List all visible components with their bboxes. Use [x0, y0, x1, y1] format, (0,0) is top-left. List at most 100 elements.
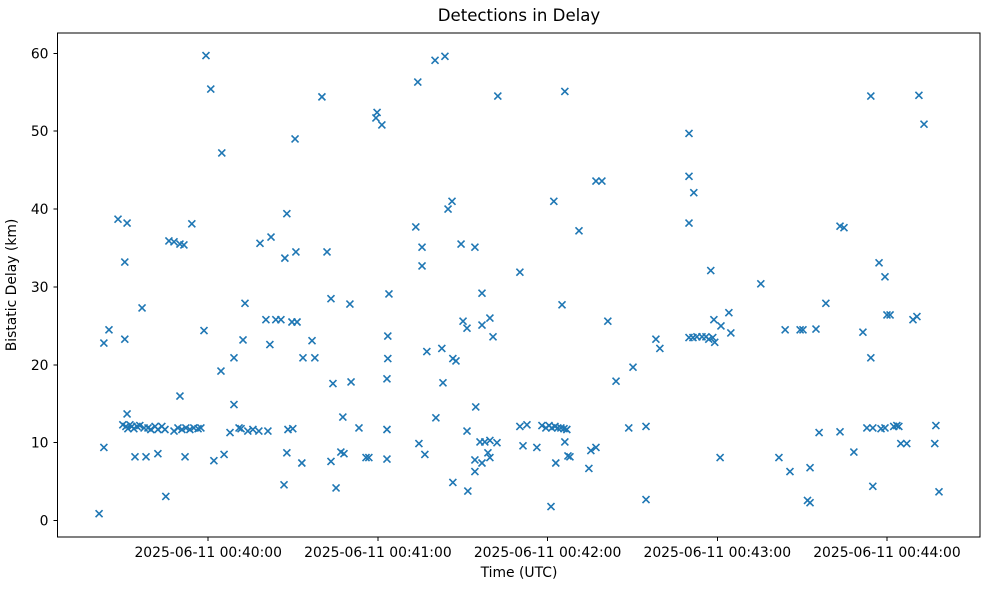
data-point: [377, 120, 386, 129]
x-axis-ticks: 2025-06-11 00:40:00 2025-06-11 00:41:00 20…: [134, 537, 961, 561]
data-point: [565, 452, 575, 461]
data-point: [532, 443, 541, 452]
data-point: [238, 335, 248, 344]
data-point: [451, 356, 461, 366]
data-point: [471, 402, 480, 411]
data-point: [322, 247, 332, 256]
data-point: [485, 436, 494, 445]
data-point: [726, 328, 735, 337]
data-point: [417, 261, 427, 270]
data-point: [326, 457, 336, 466]
data-point: [179, 240, 188, 249]
data-point: [217, 148, 226, 158]
data-point: [153, 449, 162, 458]
data-point: [914, 91, 923, 100]
data-point: [716, 453, 725, 462]
data-point: [912, 312, 922, 321]
data-point: [716, 321, 726, 330]
data-point: [371, 113, 381, 122]
data-point: [684, 219, 694, 228]
data-point: [515, 268, 524, 277]
data-point: [493, 92, 502, 101]
data-point: [882, 310, 892, 320]
data-point: [641, 422, 651, 431]
data-point: [104, 325, 114, 334]
data-point: [611, 377, 621, 386]
data-point: [338, 412, 347, 422]
data-point: [346, 377, 356, 387]
y-axis-label: Bistatic Delay (km): [4, 219, 20, 352]
data-point: [492, 438, 502, 447]
data-point: [206, 85, 215, 94]
data-point: [220, 450, 229, 459]
data-point: [724, 308, 733, 317]
data-point: [551, 458, 560, 468]
data-point: [456, 240, 466, 249]
data-point: [553, 423, 562, 433]
data-point: [290, 134, 300, 144]
y-tick-label: 50: [31, 124, 49, 140]
data-point: [361, 453, 371, 462]
data-point: [886, 310, 895, 320]
data-point: [866, 92, 875, 101]
data-point: [560, 87, 569, 96]
data-point: [420, 450, 429, 459]
data-point: [919, 120, 929, 129]
data-point: [805, 463, 815, 472]
data-point: [839, 223, 849, 232]
data-point: [382, 455, 392, 464]
data-point: [894, 422, 903, 431]
data-point: [137, 303, 147, 313]
data-point: [279, 480, 289, 489]
y-tick-label: 10: [31, 436, 49, 452]
data-point: [130, 452, 140, 461]
data-point: [549, 197, 558, 206]
data-point: [477, 321, 487, 330]
data-point: [805, 498, 815, 507]
data-point: [462, 426, 472, 436]
y-axis-ticks: 0 10 20 30 40 50 60: [31, 46, 58, 530]
data-point: [522, 420, 532, 429]
data-point: [243, 426, 252, 436]
data-point: [99, 443, 108, 452]
data-point: [169, 237, 179, 246]
data-point: [798, 325, 808, 334]
data-point: [709, 315, 718, 324]
data-point: [563, 451, 573, 461]
data-point: [354, 423, 364, 433]
data-point: [560, 437, 569, 447]
data-point: [485, 453, 494, 462]
data-point: [280, 254, 289, 263]
y-tick-label: 30: [31, 280, 49, 296]
data-point: [120, 257, 129, 267]
data-point: [440, 52, 450, 61]
data-point: [276, 315, 285, 324]
data-point: [123, 219, 132, 228]
data-point: [488, 332, 498, 341]
x-tick-label: 2025-06-11 00:40:00: [134, 545, 282, 561]
data-point: [265, 340, 274, 349]
data-point: [225, 428, 235, 437]
data-point: [892, 421, 901, 430]
data-point: [141, 452, 151, 461]
data-point: [438, 378, 448, 387]
data-point: [470, 243, 479, 252]
data-point: [95, 509, 104, 518]
data-point: [624, 423, 633, 433]
y-tick-label: 40: [31, 202, 49, 218]
data-point: [586, 446, 595, 455]
data-point: [896, 439, 905, 448]
data-point: [835, 427, 845, 436]
data-point: [684, 172, 694, 181]
data-point: [234, 423, 244, 433]
data-point: [431, 413, 440, 422]
data-point: [477, 289, 487, 298]
data-point: [328, 379, 338, 388]
data-point: [216, 367, 226, 376]
data-point: [345, 300, 354, 309]
data-point: [229, 353, 239, 362]
plot-area: [57, 32, 981, 538]
data-point: [515, 422, 524, 431]
data-point: [326, 294, 336, 303]
